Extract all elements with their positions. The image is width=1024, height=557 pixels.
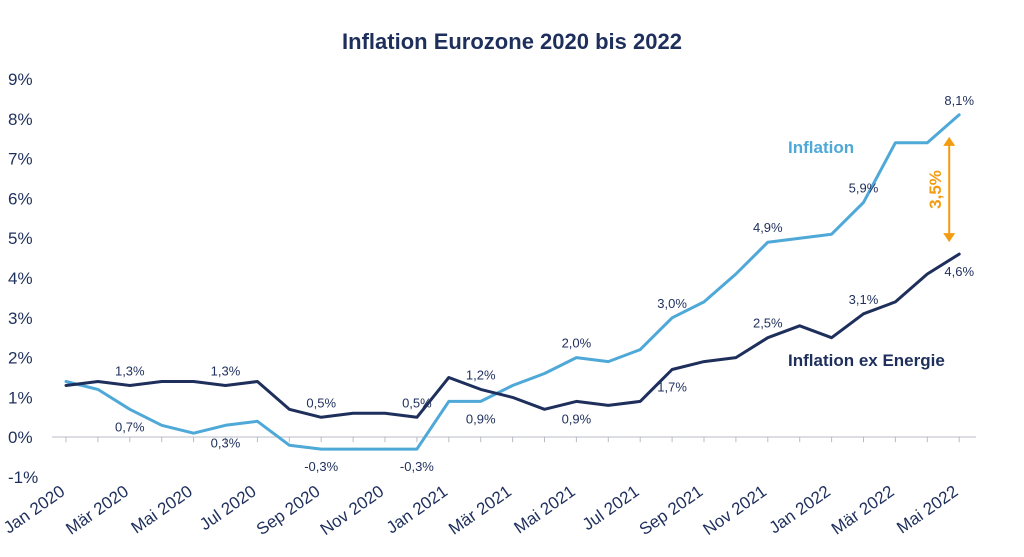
data-label: 1,3% [211, 363, 241, 378]
data-label: 1,2% [466, 367, 496, 382]
y-tick-label: 1% [8, 388, 33, 407]
data-label: 2,0% [562, 336, 592, 351]
y-tick-label: 8% [8, 110, 33, 129]
difference-annotation: 3,5% [926, 136, 956, 243]
x-tick-label: Nov 2021 [700, 482, 771, 539]
data-label: 0,9% [562, 411, 592, 426]
y-tick-label: 2% [8, 349, 33, 368]
data-label: 0,9% [466, 411, 496, 426]
x-tick-label: Sep 2021 [636, 482, 707, 539]
difference-arrow-head-down [943, 233, 956, 243]
data-label: 4,6% [944, 264, 974, 279]
data-label: -0,3% [400, 459, 434, 474]
chart-title: Inflation Eurozone 2020 bis 2022 [342, 29, 682, 54]
series-line-inflation-ex-energie [64, 252, 961, 419]
series-lines [64, 113, 961, 451]
x-tick-label: Jan 2022 [766, 482, 834, 538]
x-tick-label: Mär 2020 [62, 482, 132, 539]
y-tick-label: 9% [8, 70, 33, 89]
y-tick-label: 0% [8, 428, 33, 447]
x-tick-label: Jul 2020 [196, 482, 260, 534]
difference-arrow-head-up [943, 136, 956, 146]
data-label: 0,3% [211, 435, 241, 450]
x-tick-label: Sep 2020 [253, 482, 324, 539]
data-label: 1,7% [657, 380, 687, 395]
x-tick-label: Mär 2021 [445, 482, 515, 539]
data-label: 2,5% [753, 316, 783, 331]
data-label: 1,3% [115, 363, 145, 378]
y-tick-label: 7% [8, 150, 33, 169]
data-label: 3,1% [849, 292, 879, 307]
data-label: 0,7% [115, 419, 145, 434]
y-tick-label: 5% [8, 229, 33, 248]
data-label: 3,0% [657, 296, 687, 311]
series-label-inflation: Inflation [788, 138, 854, 157]
data-label: -0,3% [304, 459, 338, 474]
x-tick-label: Mai 2020 [128, 482, 196, 538]
data-label: 0,5% [402, 395, 432, 410]
y-tick-label: -1% [8, 468, 38, 487]
y-axis: -1% 0% 1% 2% 3% 4% 5% 6% 7% 8% 9% [8, 70, 38, 487]
data-label: 4,9% [753, 220, 783, 235]
x-tick-label: Mai 2021 [511, 482, 579, 538]
x-tick-label: Jan 2020 [0, 482, 68, 538]
data-label: 8,1% [944, 93, 974, 108]
series-line-inflation [64, 113, 961, 451]
x-tick-label: Jul 2021 [579, 482, 643, 534]
y-tick-label: 3% [8, 309, 33, 328]
y-tick-label: 4% [8, 269, 33, 288]
data-labels: 1,3% 0,7% 1,3% 0,3% 0,5% -0,3% 0,5% -0,3% 1,2% 0,… [115, 93, 974, 474]
data-label: 0,5% [306, 395, 336, 410]
difference-label: 3,5% [926, 170, 945, 209]
y-tick-label: 6% [8, 189, 33, 208]
x-tick-label: Mär 2022 [828, 482, 898, 539]
x-tick-label: Nov 2020 [317, 482, 388, 539]
x-tick-label: Jan 2021 [383, 482, 451, 538]
data-label: 5,9% [849, 180, 879, 195]
x-tick-label: Mai 2022 [893, 482, 961, 538]
series-label-inflation-ex-energie: Inflation ex Energie [788, 351, 945, 370]
